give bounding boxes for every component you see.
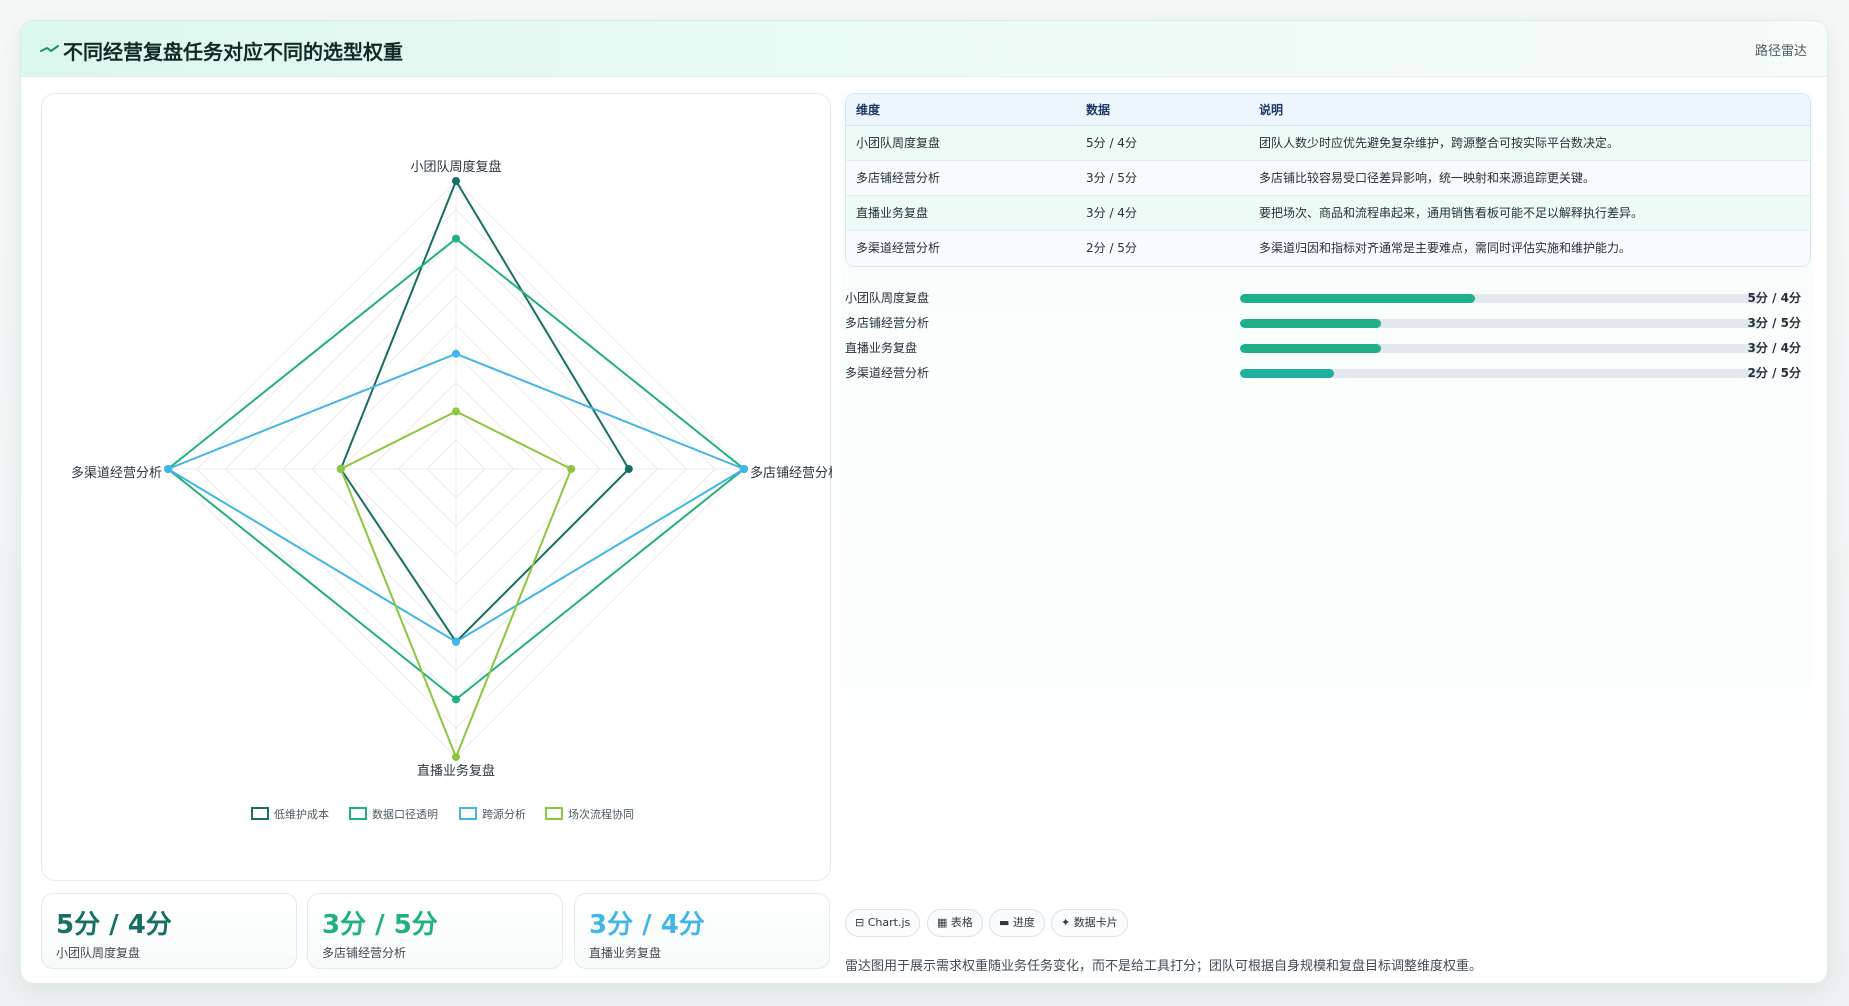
stat-label: 多店铺经营分析	[322, 946, 407, 960]
progress-fill	[1240, 344, 1381, 353]
legend-label: 场次流程协同	[568, 807, 634, 821]
progress-row: 直播业务复盘 3分 / 4分	[845, 335, 1811, 359]
radar-axis-label: 直播业务复盘	[417, 763, 495, 779]
radar-axis-label: 多店铺经营分析	[750, 465, 832, 481]
stat-value: 5分 / 4分	[56, 910, 172, 940]
stat-value: 3分 / 5分	[322, 910, 438, 940]
table-header-cell: 说明	[1259, 103, 1284, 117]
legend-swatch	[545, 807, 563, 820]
footnote: 雷达图用于展示需求权重随业务任务变化，而不是给工具打分；团队可根据自身规模和复盘…	[845, 959, 1483, 974]
progress-fill	[1240, 369, 1334, 378]
table-cell: 多店铺比较容易受口径差异影响，统一映射和来源追踪更关键。	[1259, 171, 1596, 185]
table-header-cell: 维度	[856, 103, 881, 117]
trend-icon	[40, 45, 59, 52]
radar-point	[336, 465, 345, 473]
radar-axis-label: 小团队周度复盘	[410, 159, 501, 175]
chart-icon: ⊟	[855, 916, 865, 929]
progress-track	[1240, 294, 1762, 303]
table-cell: 3分 / 5分	[1086, 171, 1137, 185]
progress-track	[1240, 319, 1762, 328]
radar-point	[740, 465, 748, 473]
table-cell: 5分 / 4分	[1086, 136, 1137, 150]
table-row: 直播业务复盘 3分 / 4分 要把场次、商品和流程串起来，通用销售看板可能不足以…	[846, 196, 1810, 231]
radar-point	[452, 349, 460, 358]
radar-point	[624, 465, 633, 473]
progress-icon: ▬	[999, 916, 1010, 929]
stat-card: 3分 / 5分 多店铺经营分析	[307, 893, 563, 969]
chip-progress[interactable]: ▬ 进度	[989, 909, 1045, 937]
table-row: 多店铺经营分析 3分 / 5分 多店铺比较容易受口径差异影响，统一映射和来源追踪…	[846, 161, 1810, 196]
card-title: 不同经营复盘任务对应不同的选型权重	[63, 40, 403, 64]
progress-value: 2分 / 5分	[1747, 366, 1801, 380]
progress-track	[1240, 344, 1762, 353]
radar-axis-label: 多渠道经营分析	[71, 465, 162, 481]
stat-label: 直播业务复盘	[589, 946, 662, 960]
radar-point	[567, 465, 576, 473]
progress-label: 小团队周度复盘	[845, 291, 930, 305]
radar-point	[452, 177, 460, 185]
card-header: 不同经营复盘任务对应不同的选型权重 路径雷达	[21, 21, 1827, 77]
legend-label: 低维护成本	[274, 807, 329, 821]
stat-cards: 5分 / 4分 小团队周度复盘 3分 / 5分 多店铺经营分析 3分 / 4分 …	[41, 893, 831, 969]
table-cell: 小团队周度复盘	[856, 136, 941, 150]
table-row: 小团队周度复盘 5分 / 4分 团队人数少时应优先避免复杂维护，跨源整合可按实际…	[846, 126, 1810, 161]
stat-card: 3分 / 4分 直播业务复盘	[574, 893, 830, 969]
card-tag: 路径雷达	[1754, 44, 1807, 59]
table-cell: 多渠道归因和指标对齐通常是主要难点，需同时评估实施和维护能力。	[1259, 241, 1632, 255]
progress-label: 直播业务复盘	[845, 341, 918, 355]
chip-data-card[interactable]: ✦ 数据卡片	[1051, 909, 1128, 937]
progress-fill	[1240, 294, 1475, 303]
progress-value: 3分 / 5分	[1747, 316, 1801, 330]
table-cell: 3分 / 4分	[1086, 206, 1137, 220]
table-header-cell: 数据	[1086, 103, 1111, 117]
card-icon: ✦	[1061, 916, 1071, 929]
radar-chart-panel: 小团队周度复盘多店铺经营分析直播业务复盘 多渠道经营分析低维护成本 数据口径透明 跨源…	[41, 93, 832, 881]
stat-value: 3分 / 4分	[589, 910, 705, 940]
progress-row: 多店铺经营分析 3分 / 5分	[845, 310, 1811, 334]
stat-label: 小团队周度复盘	[56, 946, 141, 960]
progress-fill	[1240, 319, 1381, 328]
chip-label: 进度	[1012, 916, 1035, 929]
radar-point	[452, 637, 460, 646]
progress-row: 小团队周度复盘 5分 / 4分	[845, 285, 1811, 309]
table-cell: 多店铺经营分析	[856, 171, 941, 185]
legend-label: 数据口径透明	[372, 807, 438, 821]
radar-card: 不同经营复盘任务对应不同的选型权重 路径雷达 小团队周度复盘 多店铺经营分析 直播业…	[20, 20, 1828, 984]
progress-label: 多渠道经营分析	[845, 366, 930, 380]
progress-track	[1240, 369, 1762, 378]
legend-label: 跨源分析	[482, 807, 526, 821]
radar-point	[452, 234, 460, 243]
radar-point	[164, 465, 172, 473]
chip-chartjs[interactable]: ⊟ Chart.js	[845, 909, 921, 937]
progress-list: 小团队周度复盘 5分 / 4分 多店铺经营分析 3分 / 5分 直播业务复盘 3…	[845, 285, 1811, 385]
radar-point	[452, 695, 460, 704]
progress-row: 多渠道经营分析 2分 / 5分	[845, 360, 1811, 384]
chip-label: 数据卡片	[1073, 916, 1118, 929]
stat-card: 5分 / 4分 小团队周度复盘	[41, 893, 297, 969]
progress-value: 5分 / 4分	[1747, 291, 1801, 305]
legend-swatch	[459, 807, 477, 820]
table-cell: 团队人数少时应优先避免复杂维护，跨源整合可按实际平台数决定。	[1259, 136, 1620, 150]
table-cell: 直播业务复盘	[856, 206, 929, 220]
chip-label: Chart.js	[867, 916, 911, 929]
table-icon: ▦	[937, 916, 948, 929]
legend-swatch	[349, 807, 367, 820]
table-cell: 要把场次、商品和流程串起来，通用销售看板可能不足以解释执行差异。	[1259, 206, 1644, 220]
table-cell: 2分 / 5分	[1086, 241, 1137, 255]
progress-label: 多店铺经营分析	[845, 316, 930, 330]
table-cell: 多渠道经营分析	[856, 241, 941, 255]
table-row: 多渠道经营分析 2分 / 5分 多渠道归因和指标对齐通常是主要难点，需同时评估实…	[846, 231, 1810, 266]
chip-table[interactable]: ▦ 表格	[927, 909, 983, 937]
data-table: 维度 数据 说明 小团队周度复盘 5分 / 4分 团队人数少时应优先避免复杂维护…	[845, 93, 1811, 267]
radar-point	[452, 753, 460, 761]
chip-label: 表格	[950, 916, 973, 929]
table-header-row: 维度 数据 说明	[846, 94, 1810, 126]
radar-point	[452, 407, 460, 416]
progress-value: 3分 / 4分	[1747, 341, 1801, 355]
legend-swatch	[251, 807, 269, 820]
